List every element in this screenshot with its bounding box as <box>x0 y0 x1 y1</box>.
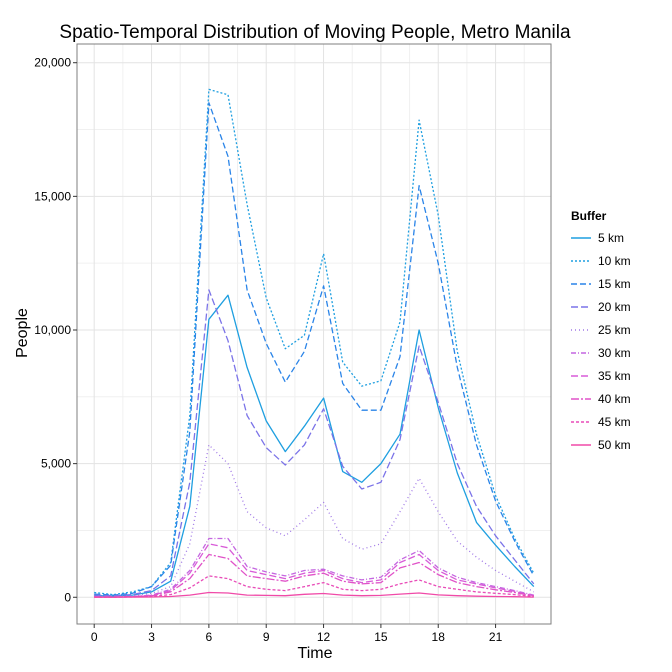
series-line-1 <box>94 294 535 597</box>
legend-label-9: 45 km <box>598 415 631 429</box>
legend-label-4: 20 km <box>598 300 631 314</box>
x-tick-label: 18 <box>432 630 446 644</box>
y-tick-label: 15,000 <box>34 189 71 203</box>
legend-label-8: 40 km <box>598 392 631 406</box>
x-tick-label: 12 <box>317 630 331 644</box>
series-line-8 <box>94 553 534 598</box>
legend-label-5: 25 km <box>598 323 631 337</box>
panel-border <box>76 43 552 625</box>
y-tick-label: 20,000 <box>34 56 71 70</box>
legend-label-6: 30 km <box>598 346 631 360</box>
series-line-6 <box>94 537 534 598</box>
x-tick-label: 15 <box>374 630 388 644</box>
x-tick-label: 6 <box>206 630 213 644</box>
series-line-10 <box>94 591 534 598</box>
x-axis-title: Time <box>298 645 333 662</box>
x-tick-label: 3 <box>148 630 155 644</box>
legend-label-3: 15 km <box>598 277 631 291</box>
x-tick-label: 9 <box>263 630 270 644</box>
legend-label-2: 10 km <box>598 254 631 268</box>
series-line-3 <box>94 102 535 596</box>
series-line-4 <box>94 289 535 597</box>
series-line-9 <box>94 575 534 598</box>
y-axis-title: People <box>14 308 31 358</box>
series-line-5 <box>94 444 535 598</box>
series-line-2 <box>94 88 535 596</box>
y-tick-label: 10,000 <box>34 323 71 337</box>
legend-label-1: 5 km <box>598 231 624 245</box>
series-line-7 <box>94 543 534 598</box>
y-tick-label: 5,000 <box>41 457 71 471</box>
x-tick-label: 21 <box>489 630 503 644</box>
legend: Buffer 5 km 10 km 15 km 20 km 25 km 30 km 35 k… <box>571 209 631 452</box>
legend-title: Buffer <box>571 209 607 223</box>
chart-title: Spatio-Temporal Distribution of Moving P… <box>59 22 571 43</box>
legend-label-7: 35 km <box>598 369 631 383</box>
plot-area: 0 3 6 9 12 15 18 21 0 5,000 10,000 15,000 20,000 <box>34 43 552 644</box>
y-tick-label: 0 <box>64 590 71 604</box>
legend-label-10: 50 km <box>598 438 631 452</box>
x-tick-label: 0 <box>91 630 98 644</box>
